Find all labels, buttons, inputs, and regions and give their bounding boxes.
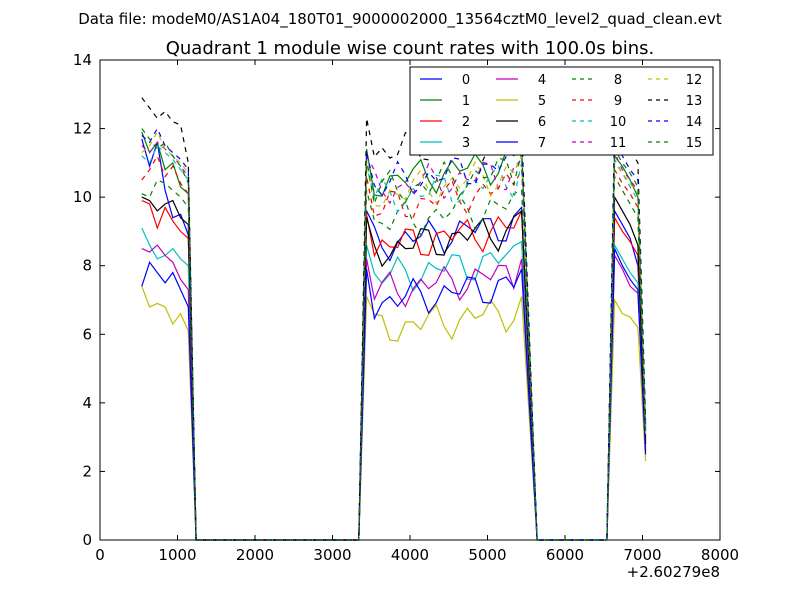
legend-label-11: 11 [610,136,627,151]
legend-box [409,66,714,156]
legend-label-4: 4 [538,73,546,88]
x-tick-label: 2000 [236,546,274,564]
y-tick-label: 6 [82,325,92,343]
legend-label-2: 2 [462,115,470,130]
y-tick-label: 4 [82,394,92,412]
legend-label-7: 7 [538,136,546,151]
x-tick-label: 6000 [546,546,584,564]
x-tick-label: 0 [95,546,105,564]
legend-label-6: 6 [538,115,546,130]
legend-label-13: 13 [686,94,703,109]
legend-label-9: 9 [614,94,622,109]
legend-label-12: 12 [686,73,703,88]
legend-label-14: 14 [686,115,703,130]
series-line-11 [141,141,647,541]
figure-suptitle: Data file: modeM0/AS1A04_180T01_90000020… [78,10,722,29]
x-tick-label: 1000 [158,546,196,564]
axes-layer: 0 1000 2000 3000 4000 5000 6000 7000 80000246810… [73,51,739,564]
legend-label-15: 15 [686,136,703,151]
legend-label-0: 0 [462,73,470,88]
series-line-12 [141,130,647,541]
y-tick-label: 14 [73,51,92,69]
x-tick-label: 7000 [623,546,661,564]
chart-title: Quadrant 1 module wise count rates with … [166,38,655,59]
legend-label-5: 5 [538,94,546,109]
legend-label-1: 1 [462,94,470,109]
y-tick-label: 8 [82,257,92,275]
y-tick-label: 10 [73,188,92,206]
y-tick-label: 0 [82,531,92,549]
legend-label-3: 3 [462,136,470,151]
y-tick-label: 12 [73,120,92,138]
legend-label-10: 10 [610,115,627,130]
x-tick-label: 4000 [391,546,429,564]
legend-label-8: 8 [614,73,622,88]
y-tick-label: 2 [82,462,92,480]
x-tick-label: 5000 [468,546,506,564]
series-line-15 [141,128,647,541]
x-tick-label: 3000 [313,546,351,564]
x-tick-label: 8000 [701,546,739,564]
x-offset-label: +2.60279e8 [627,563,720,581]
